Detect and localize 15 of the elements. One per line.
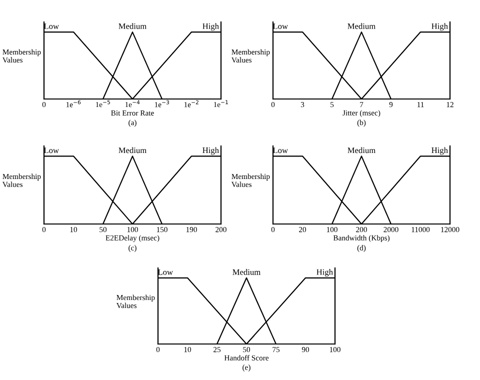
series-label: Medium bbox=[118, 23, 146, 30]
series-label: High bbox=[432, 147, 448, 155]
series-label: High bbox=[202, 23, 219, 31]
series-label: High bbox=[316, 269, 333, 277]
series-label: Low bbox=[272, 23, 288, 30]
series-label: Low bbox=[44, 148, 59, 154]
series-label: Medium bbox=[118, 147, 146, 154]
series-label: High bbox=[202, 147, 219, 155]
series-label: Low bbox=[158, 269, 173, 275]
series-label: Low bbox=[272, 148, 288, 154]
series-label: High bbox=[432, 23, 448, 31]
series-label: Medium bbox=[348, 23, 376, 30]
series-label: Medium bbox=[232, 269, 260, 275]
series-label: Low bbox=[44, 23, 59, 30]
series-label: Medium bbox=[348, 147, 376, 154]
